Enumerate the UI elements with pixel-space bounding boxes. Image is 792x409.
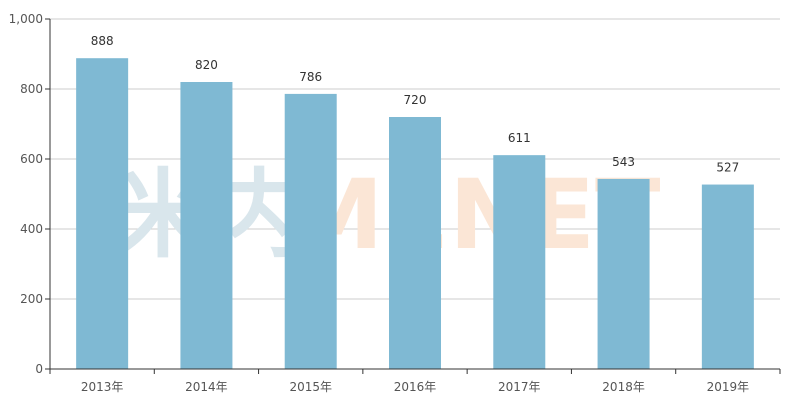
data-label: 720 [404, 93, 427, 107]
labels: 0 200 400 600 800 1,000 888 2013年 820 2014年 786 201… [9, 12, 749, 394]
bar [597, 178, 650, 369]
data-label: 786 [299, 70, 322, 84]
bars [76, 58, 754, 370]
y-tick-label: 600 [20, 152, 43, 166]
y-tick-label: 800 [20, 82, 43, 96]
data-label: 527 [716, 161, 739, 175]
y-tick-label: 400 [20, 222, 43, 236]
bar [389, 117, 441, 369]
axes [45, 18, 781, 374]
bar [180, 82, 233, 369]
y-tick-label: 1,000 [9, 12, 43, 26]
x-tick-label: 2018年 [602, 380, 645, 394]
x-tick-label: 2017年 [498, 380, 541, 394]
x-tick-label: 2015年 [289, 380, 332, 394]
bar [701, 184, 754, 369]
data-label: 543 [612, 155, 635, 169]
bar [76, 58, 129, 369]
x-tick-label: 2016年 [394, 380, 437, 394]
data-label: 611 [508, 131, 531, 145]
x-tick-label: 2014年 [185, 380, 228, 394]
y-tick-label: 0 [35, 362, 43, 376]
y-tick-label: 200 [20, 292, 43, 306]
bar [493, 155, 546, 369]
x-tick-label: 2019年 [707, 380, 750, 394]
data-label: 820 [195, 58, 218, 72]
data-label: 888 [91, 34, 114, 48]
bar [284, 93, 337, 370]
x-tick-label: 2013年 [81, 380, 124, 394]
